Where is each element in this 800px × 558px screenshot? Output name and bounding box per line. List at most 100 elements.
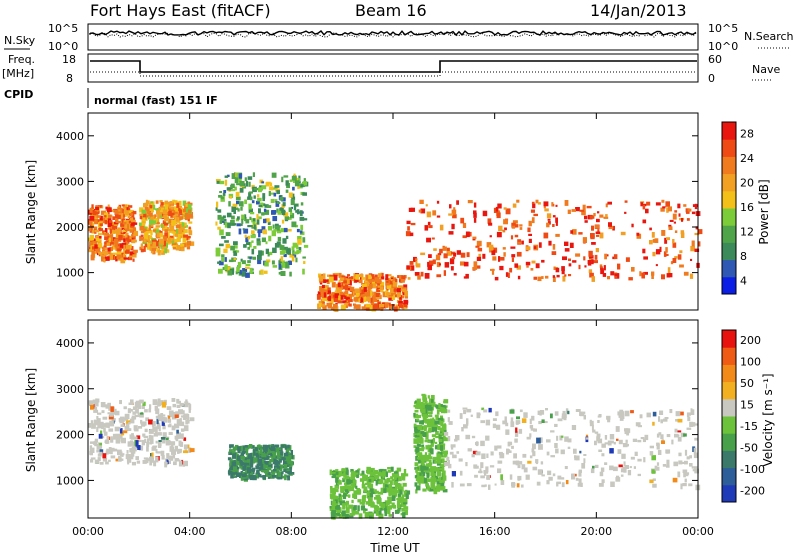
velocity-cell (489, 465, 495, 468)
power-cell (677, 203, 681, 209)
velocity-cell (109, 420, 114, 426)
power-cell (344, 295, 347, 300)
velocity-cell (591, 424, 594, 431)
power-cell (238, 201, 244, 207)
power-cell (160, 224, 163, 228)
velocity-cell (249, 470, 253, 475)
velocity-cell (272, 453, 276, 460)
velocity-cell (427, 422, 433, 428)
power-cell (122, 221, 127, 225)
power-cell (327, 290, 331, 295)
power-cell (403, 299, 409, 305)
velocity-cell (540, 461, 544, 465)
velocity-cell (174, 458, 180, 462)
velocity-cell (138, 426, 143, 429)
velocity-cell (345, 494, 351, 497)
power-cell (570, 230, 573, 234)
velocity-cell (510, 417, 514, 423)
power-cell (604, 253, 607, 260)
power-cell (90, 254, 95, 261)
power-cell (261, 226, 266, 231)
velocity-cell (393, 480, 396, 486)
velocity-cell (256, 463, 262, 466)
power-cell (161, 225, 166, 229)
power-cell (111, 253, 116, 260)
power-cell (235, 270, 238, 275)
velocity-cell (619, 411, 625, 415)
velocity-cell (268, 444, 274, 448)
power-cell (372, 296, 378, 303)
power-cell (222, 215, 226, 219)
power-cell (516, 199, 520, 203)
velocity-cell (373, 504, 378, 510)
velocity-cell (428, 411, 432, 415)
velocity-cell (403, 490, 407, 494)
power-cell (628, 277, 633, 281)
power-cell (605, 214, 608, 218)
power-cell (348, 303, 352, 307)
velocity-cell (451, 482, 454, 488)
velocity-cell (529, 455, 533, 459)
power-cell (552, 215, 556, 218)
power-cell (433, 248, 437, 251)
power-cell (277, 210, 282, 215)
velocity-cell (230, 473, 234, 479)
velocity-cell (359, 478, 363, 482)
power-cell (579, 209, 585, 212)
power-cell (126, 208, 131, 211)
velocity-colorbar-tick: -100 (740, 463, 765, 476)
velocity-cell (366, 491, 371, 496)
power-cell (248, 192, 252, 198)
velocity-cell (414, 409, 419, 413)
velocity-cell (120, 424, 125, 427)
velocity-cell (567, 446, 571, 449)
velocity-cell (377, 471, 381, 474)
power-cell (278, 263, 282, 269)
velocity-cell (160, 413, 164, 418)
power-cell (144, 206, 149, 210)
velocity-cell (459, 413, 463, 419)
velocity-cell (447, 436, 451, 442)
velocity-cell (135, 456, 139, 460)
power-cell (113, 223, 119, 226)
power-cell (282, 238, 287, 244)
power-cell (247, 176, 253, 180)
power-cell (660, 207, 665, 212)
velocity-cell (590, 468, 595, 474)
velocity-cell (189, 417, 195, 422)
velocity-cell (230, 465, 233, 468)
power-cell (148, 240, 152, 245)
power-cell (153, 218, 159, 221)
power-cell (228, 201, 231, 207)
power-colorbar-tick: 8 (740, 250, 747, 263)
power-cell (415, 258, 418, 261)
power-cell (98, 243, 103, 249)
nave-trace (90, 71, 697, 77)
velocity-cell (592, 465, 595, 469)
velocity-cell (131, 461, 136, 466)
power-cell (217, 209, 222, 213)
power-cell (273, 192, 277, 197)
power-cell (224, 264, 228, 271)
velocity-cell (398, 483, 402, 489)
power-cell (378, 286, 384, 290)
power-cell (233, 241, 238, 246)
velocity-cell (341, 500, 345, 506)
velocity-ytick-label: 4000 (56, 337, 84, 350)
velocity-cell (366, 490, 371, 494)
power-cell (463, 261, 469, 267)
power-cell (521, 240, 524, 245)
velocity-cell (126, 450, 129, 454)
velocity-cell (249, 456, 254, 462)
velocity-cell (438, 417, 444, 423)
velocity-cell (415, 463, 419, 467)
power-cell (392, 280, 398, 287)
power-cell (140, 234, 144, 238)
velocity-cell (334, 495, 339, 502)
power-cell (236, 223, 241, 227)
velocity-ytick-label: 1000 (56, 474, 84, 487)
velocity-cell (133, 436, 138, 440)
power-cell (266, 205, 272, 208)
velocity-cell (90, 457, 96, 460)
velocity-cell (554, 411, 559, 416)
